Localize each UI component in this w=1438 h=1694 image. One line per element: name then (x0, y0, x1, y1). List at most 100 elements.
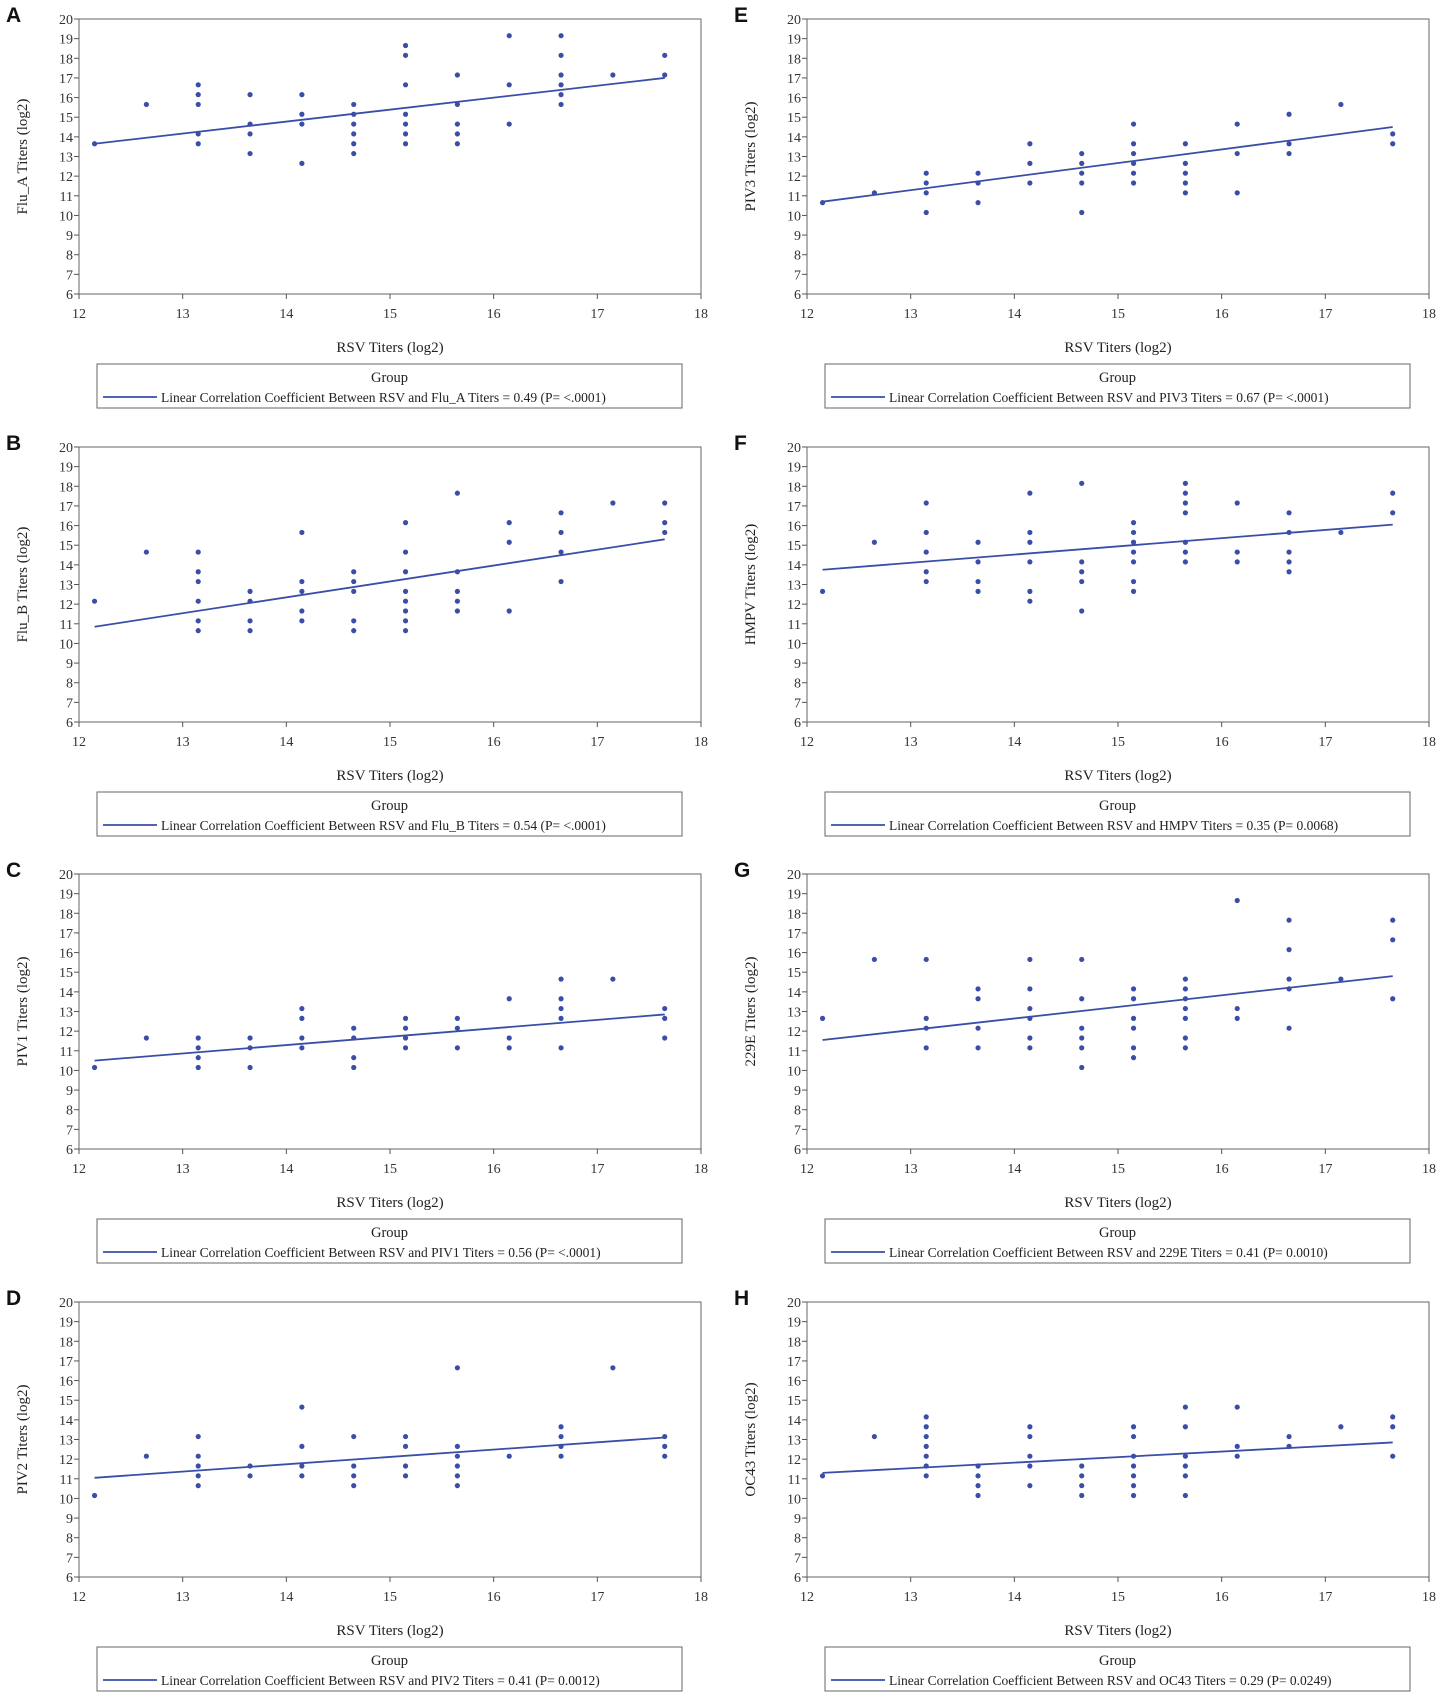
data-point (975, 578, 981, 585)
y-tick-label: 16 (59, 1375, 73, 1390)
data-point (1027, 1463, 1033, 1469)
x-tick-label: 18 (1422, 1590, 1436, 1605)
data-point (351, 588, 357, 594)
data-point (662, 52, 668, 58)
data-point (1079, 1473, 1085, 1479)
data-point (1027, 1035, 1033, 1041)
data-point (1390, 1414, 1396, 1420)
data-point (1027, 160, 1033, 166)
data-point (1182, 500, 1188, 506)
data-point (195, 598, 201, 604)
data-point (558, 1005, 564, 1012)
y-tick-label: 10 (787, 1064, 801, 1079)
legend-box (96, 1646, 683, 1692)
plot-frame (78, 446, 702, 723)
y-tick-label: 12 (787, 170, 801, 185)
regression-line (822, 523, 1393, 571)
data-point (195, 1035, 201, 1041)
data-point (299, 529, 305, 536)
regression-line (822, 1441, 1393, 1474)
x-tick-label: 13 (904, 1162, 918, 1177)
data-point (247, 92, 253, 98)
data-point (1079, 996, 1085, 1002)
data-point (819, 1473, 826, 1479)
y-tick-label: 17 (787, 72, 801, 87)
data-point (1182, 490, 1188, 496)
data-point (454, 1015, 460, 1021)
y-tick-label: 18 (787, 907, 801, 922)
data-point (195, 101, 201, 108)
data-point (247, 588, 253, 594)
x-tick-label: 17 (590, 1590, 604, 1605)
y-tick-label: 17 (59, 1355, 73, 1370)
x-tick-label: 15 (383, 735, 397, 750)
x-tick-label: 17 (1318, 1162, 1332, 1177)
y-tick-label: 12 (787, 598, 801, 613)
y-tick-label: 13 (787, 1434, 801, 1449)
data-point (610, 500, 616, 506)
data-point (247, 150, 253, 157)
data-point (1338, 976, 1344, 982)
y-tick-label: 8 (794, 1532, 801, 1547)
panel-letter: B (6, 432, 21, 455)
data-point (1182, 480, 1188, 486)
y-tick-label: 7 (794, 1551, 801, 1566)
data-point (299, 1035, 305, 1041)
x-tick-label: 17 (590, 1162, 604, 1177)
data-point (923, 500, 929, 506)
x-tick-label: 16 (487, 1162, 501, 1177)
y-tick-label: 11 (788, 190, 801, 205)
data-point (1390, 131, 1396, 137)
y-tick-label: 7 (66, 268, 73, 283)
data-point (351, 1473, 357, 1479)
data-point (195, 618, 201, 624)
y-tick-label: 7 (66, 1123, 73, 1138)
data-point (558, 996, 564, 1002)
x-tick-label: 14 (279, 1162, 293, 1177)
data-point (299, 1005, 305, 1012)
data-point (1079, 180, 1085, 186)
y-tick-label: 17 (787, 1355, 801, 1370)
chart-panel-a: A 6 7 8 9 10 11 12 13 14 15 16 17 18 19 20 12 13 14 15 16 17 1… (6, 4, 708, 409)
data-point (558, 510, 564, 516)
data-point (247, 131, 253, 137)
y-tick-label: 14 (787, 131, 801, 146)
data-point (351, 141, 357, 147)
x-tick-label: 14 (1007, 307, 1021, 322)
data-point (1027, 1424, 1033, 1430)
x-tick-label: 16 (487, 735, 501, 750)
y-tick-label: 15 (787, 539, 801, 554)
data-point (975, 539, 981, 545)
data-point (662, 500, 668, 506)
data-point (975, 1045, 981, 1051)
y-tick-label: 13 (787, 1006, 801, 1021)
data-point (351, 150, 357, 157)
data-point (1130, 996, 1137, 1002)
x-tick-label: 16 (1215, 307, 1229, 322)
legend-box (824, 1646, 1411, 1692)
x-tick-label: 17 (1318, 735, 1332, 750)
y-tick-label: 20 (59, 13, 73, 28)
data-point (299, 618, 305, 624)
x-tick-label: 15 (383, 1162, 397, 1177)
legend-entry: Linear Correlation Coefficient Between R… (889, 1673, 1332, 1688)
data-point (1130, 1463, 1137, 1469)
data-point (1182, 1045, 1188, 1051)
data-point (195, 1453, 201, 1459)
data-point (975, 1473, 981, 1479)
y-tick-label: 8 (66, 249, 73, 264)
legend-entry: Linear Correlation Coefficient Between R… (889, 818, 1338, 833)
data-point (1079, 956, 1085, 963)
data-point (1390, 510, 1396, 516)
data-point (1234, 1005, 1240, 1012)
data-point (819, 588, 826, 594)
data-point (923, 578, 929, 585)
data-point (1079, 150, 1085, 157)
x-tick-label: 15 (1111, 307, 1125, 322)
data-point (299, 160, 305, 166)
data-point (558, 92, 564, 98)
data-point (1079, 160, 1085, 166)
regression-line (94, 1013, 665, 1062)
data-point (923, 1015, 929, 1021)
y-tick-label: 13 (787, 151, 801, 166)
